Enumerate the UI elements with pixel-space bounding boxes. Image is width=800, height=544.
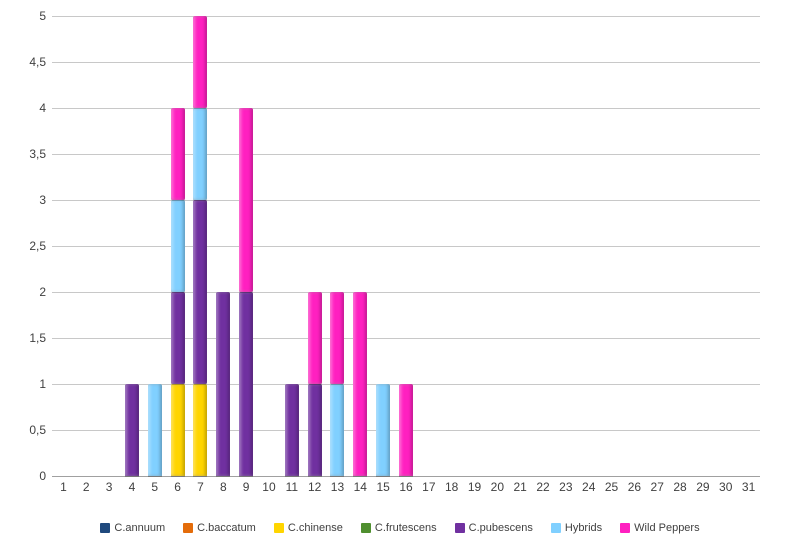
- y-tick-label: 0,5: [0, 423, 46, 437]
- bar-segment: [171, 384, 185, 476]
- legend-label: Hybrids: [565, 522, 602, 534]
- x-tick-label: 11: [286, 480, 298, 494]
- legend-item: C.baccatum: [183, 522, 256, 534]
- x-tick-label: 23: [559, 480, 572, 494]
- legend: C.annuum C.baccatum C.chinense C.frutescens…: [0, 522, 800, 536]
- x-tick-label: 14: [354, 480, 367, 494]
- legend-item: C.frutescens: [361, 522, 437, 534]
- x-tick-label: 1: [60, 480, 67, 494]
- y-tick-label: 0: [0, 469, 46, 483]
- legend-label: C.chinense: [288, 522, 343, 534]
- bar-segment: [239, 292, 253, 476]
- x-tick-label: 3: [106, 480, 113, 494]
- x-tick-label: 22: [536, 480, 549, 494]
- x-tick-label: 2: [83, 480, 90, 494]
- bar-segment: [399, 384, 413, 476]
- y-tick-label: 4: [0, 101, 46, 115]
- pepper-species-chart: 00,511,522,533,544,551234567891011121314…: [0, 0, 800, 544]
- legend-item: C.annuum: [100, 522, 165, 534]
- x-tick-label: 27: [651, 480, 664, 494]
- y-tick-label: 3,5: [0, 147, 46, 161]
- gridline: [52, 292, 760, 293]
- x-tick-label: 17: [422, 480, 435, 494]
- x-tick-label: 16: [399, 480, 412, 494]
- x-tick-label: 6: [174, 480, 181, 494]
- bar-segment: [193, 16, 207, 108]
- x-tick-label: 30: [719, 480, 732, 494]
- y-tick-label: 5: [0, 9, 46, 23]
- legend-item: Wild Peppers: [620, 522, 699, 534]
- bar-segment: [171, 108, 185, 200]
- gridline: [52, 108, 760, 109]
- gridline: [52, 62, 760, 63]
- y-tick-label: 1: [0, 377, 46, 391]
- x-tick-label: 24: [582, 480, 595, 494]
- legend-label: C.frutescens: [375, 522, 437, 534]
- legend-label: C.baccatum: [197, 522, 256, 534]
- x-tick-label: 26: [628, 480, 641, 494]
- y-tick-label: 1,5: [0, 331, 46, 345]
- bar-segment: [193, 108, 207, 200]
- x-tick-label: 29: [696, 480, 709, 494]
- legend-item: C.pubescens: [455, 522, 533, 534]
- x-tick-label: 7: [197, 480, 204, 494]
- legend-label: C.annuum: [114, 522, 165, 534]
- y-tick-label: 3: [0, 193, 46, 207]
- x-tick-label: 10: [262, 480, 275, 494]
- legend-swatch: [361, 523, 371, 533]
- legend-swatch: [100, 523, 110, 533]
- bar-segment: [148, 384, 162, 476]
- bar-segment: [285, 384, 299, 476]
- legend-item: C.chinense: [274, 522, 343, 534]
- legend-label: C.pubescens: [469, 522, 533, 534]
- gridline: [52, 16, 760, 17]
- bar-segment: [171, 292, 185, 384]
- x-tick-label: 8: [220, 480, 227, 494]
- x-tick-label: 12: [308, 480, 321, 494]
- bar-segment: [308, 292, 322, 384]
- legend-label: Wild Peppers: [634, 522, 699, 534]
- legend-swatch: [620, 523, 630, 533]
- gridline: [52, 200, 760, 201]
- bar-segment: [308, 384, 322, 476]
- x-tick-label: 18: [445, 480, 458, 494]
- x-tick-label: 15: [376, 480, 389, 494]
- plot-area: 00,511,522,533,544,551234567891011121314…: [52, 16, 760, 477]
- bar-segment: [171, 200, 185, 292]
- x-tick-label: 21: [514, 480, 527, 494]
- bar-segment: [216, 292, 230, 476]
- x-tick-label: 5: [151, 480, 158, 494]
- gridline: [52, 246, 760, 247]
- x-tick-label: 20: [491, 480, 504, 494]
- bar-segment: [353, 292, 367, 476]
- y-tick-label: 2,5: [0, 239, 46, 253]
- legend-swatch: [183, 523, 193, 533]
- bar-segment: [125, 384, 139, 476]
- gridline: [52, 154, 760, 155]
- legend-swatch: [455, 523, 465, 533]
- bar-segment: [193, 200, 207, 384]
- bar-segment: [193, 384, 207, 476]
- bar-segment: [330, 384, 344, 476]
- x-tick-label: 9: [243, 480, 250, 494]
- gridline: [52, 338, 760, 339]
- x-tick-label: 4: [129, 480, 136, 494]
- x-tick-label: 28: [673, 480, 686, 494]
- y-tick-label: 2: [0, 285, 46, 299]
- y-tick-label: 4,5: [0, 55, 46, 69]
- x-tick-label: 25: [605, 480, 618, 494]
- bar-segment: [376, 384, 390, 476]
- x-tick-label: 19: [468, 480, 481, 494]
- bar-segment: [330, 292, 344, 384]
- legend-swatch: [551, 523, 561, 533]
- legend-item: Hybrids: [551, 522, 602, 534]
- x-tick-label: 13: [331, 480, 344, 494]
- legend-swatch: [274, 523, 284, 533]
- bar-segment: [239, 108, 253, 292]
- x-tick-label: 31: [742, 480, 755, 494]
